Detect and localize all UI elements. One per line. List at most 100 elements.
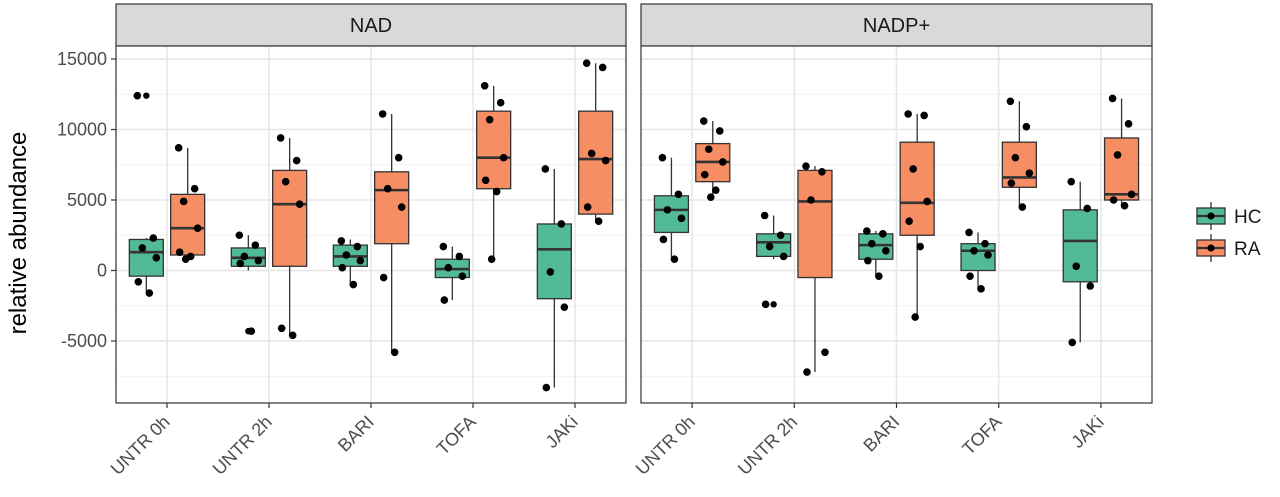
- data-point: [977, 285, 985, 293]
- box-hc: [128, 91, 164, 297]
- data-point: [1018, 203, 1027, 211]
- x-tick-label: UNTR 2h: [734, 412, 801, 479]
- data-point: [882, 246, 890, 255]
- data-point: [1109, 196, 1118, 204]
- x-tick-label: UNTR 2h: [209, 412, 276, 479]
- data-point: [981, 239, 989, 248]
- box-body: [170, 193, 206, 256]
- data-point: [1127, 190, 1136, 199]
- facet-strip-label: NAD: [350, 15, 392, 37]
- box-ra: [578, 59, 614, 225]
- data-point: [397, 203, 406, 211]
- data-point: [236, 259, 245, 268]
- data-point: [864, 256, 872, 265]
- box-hc: [858, 227, 894, 280]
- data-point: [802, 162, 810, 170]
- data-point: [546, 268, 555, 276]
- box-ra: [1103, 94, 1140, 210]
- legend: HC RA: [1196, 202, 1261, 262]
- data-point: [1108, 94, 1117, 103]
- data-point: [356, 256, 365, 265]
- data-point: [911, 313, 919, 321]
- data-point: [542, 383, 551, 392]
- data-point: [594, 217, 603, 225]
- data-point: [496, 98, 505, 107]
- data-point: [1011, 153, 1020, 162]
- data-point: [1067, 177, 1076, 186]
- data-point: [193, 224, 202, 232]
- x-tick-label: UNTR 0h: [107, 412, 174, 479]
- data-point: [1083, 204, 1092, 213]
- data-point: [138, 244, 147, 252]
- box-body: [858, 233, 894, 260]
- data-point: [295, 200, 304, 209]
- data-point: [923, 197, 931, 206]
- data-point: [706, 193, 715, 201]
- data-point: [920, 111, 928, 120]
- data-point: [541, 165, 550, 173]
- data-point: [383, 184, 392, 193]
- box-hc: [755, 211, 792, 309]
- data-point: [174, 144, 183, 152]
- data-point: [175, 248, 184, 256]
- data-point: [765, 242, 774, 251]
- y-tick-label: 5000: [67, 190, 107, 210]
- y-tick-label: 0: [97, 261, 107, 281]
- box-ra: [272, 134, 308, 340]
- data-point: [598, 63, 607, 72]
- data-point: [966, 272, 974, 280]
- box-ra: [374, 110, 410, 357]
- data-point: [337, 237, 346, 245]
- data-point: [390, 348, 399, 357]
- box-body: [536, 223, 572, 300]
- data-point: [455, 252, 464, 261]
- data-point: [481, 176, 490, 185]
- x-tick-label: TOFA: [433, 412, 480, 459]
- x-tick-label: JAKi: [1067, 412, 1107, 452]
- box-body: [755, 233, 792, 258]
- data-point: [235, 231, 244, 240]
- data-point: [439, 242, 448, 251]
- box-body: [1062, 209, 1098, 283]
- data-point: [984, 251, 992, 259]
- data-point: [394, 153, 403, 162]
- data-point: [601, 156, 610, 165]
- facet-panel: NADP+ UNTR 0h UNTR 2h BARI TOFA JAKi: [632, 3, 1153, 479]
- box-body: [272, 169, 308, 267]
- y-axis-title: relative abundance: [5, 132, 32, 335]
- data-point: [276, 134, 285, 142]
- x-tick-label: JAKi: [542, 412, 582, 452]
- data-point: [1113, 151, 1122, 159]
- data-point: [1022, 122, 1031, 131]
- data-point: [145, 289, 154, 297]
- x-tick-label: BARI: [859, 412, 903, 456]
- box-body: [899, 141, 935, 236]
- box-body: [653, 195, 690, 234]
- box-body: [1103, 137, 1140, 201]
- box-hc: [960, 228, 996, 293]
- data-point: [776, 231, 785, 240]
- data-point: [353, 242, 362, 251]
- data-point: [582, 59, 591, 68]
- data-point: [1124, 120, 1133, 128]
- data-point: [149, 234, 158, 242]
- data-point: [803, 368, 811, 376]
- data-point: [659, 235, 668, 244]
- data-point: [440, 296, 449, 304]
- data-point: [761, 300, 770, 309]
- data-point: [485, 115, 494, 124]
- data-point: [251, 241, 260, 249]
- data-point: [458, 272, 467, 280]
- facet-panel: NAD UNTR 0h UNTR 2h BARI TOFA JAKi 15000 10000 5…: [57, 3, 627, 479]
- data-point: [674, 190, 683, 199]
- data-point: [179, 197, 188, 206]
- data-point: [240, 252, 249, 261]
- data-point: [349, 280, 358, 289]
- facet-strip-label: NADP+: [863, 15, 930, 37]
- data-point: [718, 158, 727, 166]
- data-point: [905, 217, 913, 225]
- data-point: [587, 149, 596, 158]
- box-hc: [1062, 177, 1098, 347]
- data-point: [379, 273, 388, 282]
- x-tick-label: TOFA: [958, 412, 1005, 459]
